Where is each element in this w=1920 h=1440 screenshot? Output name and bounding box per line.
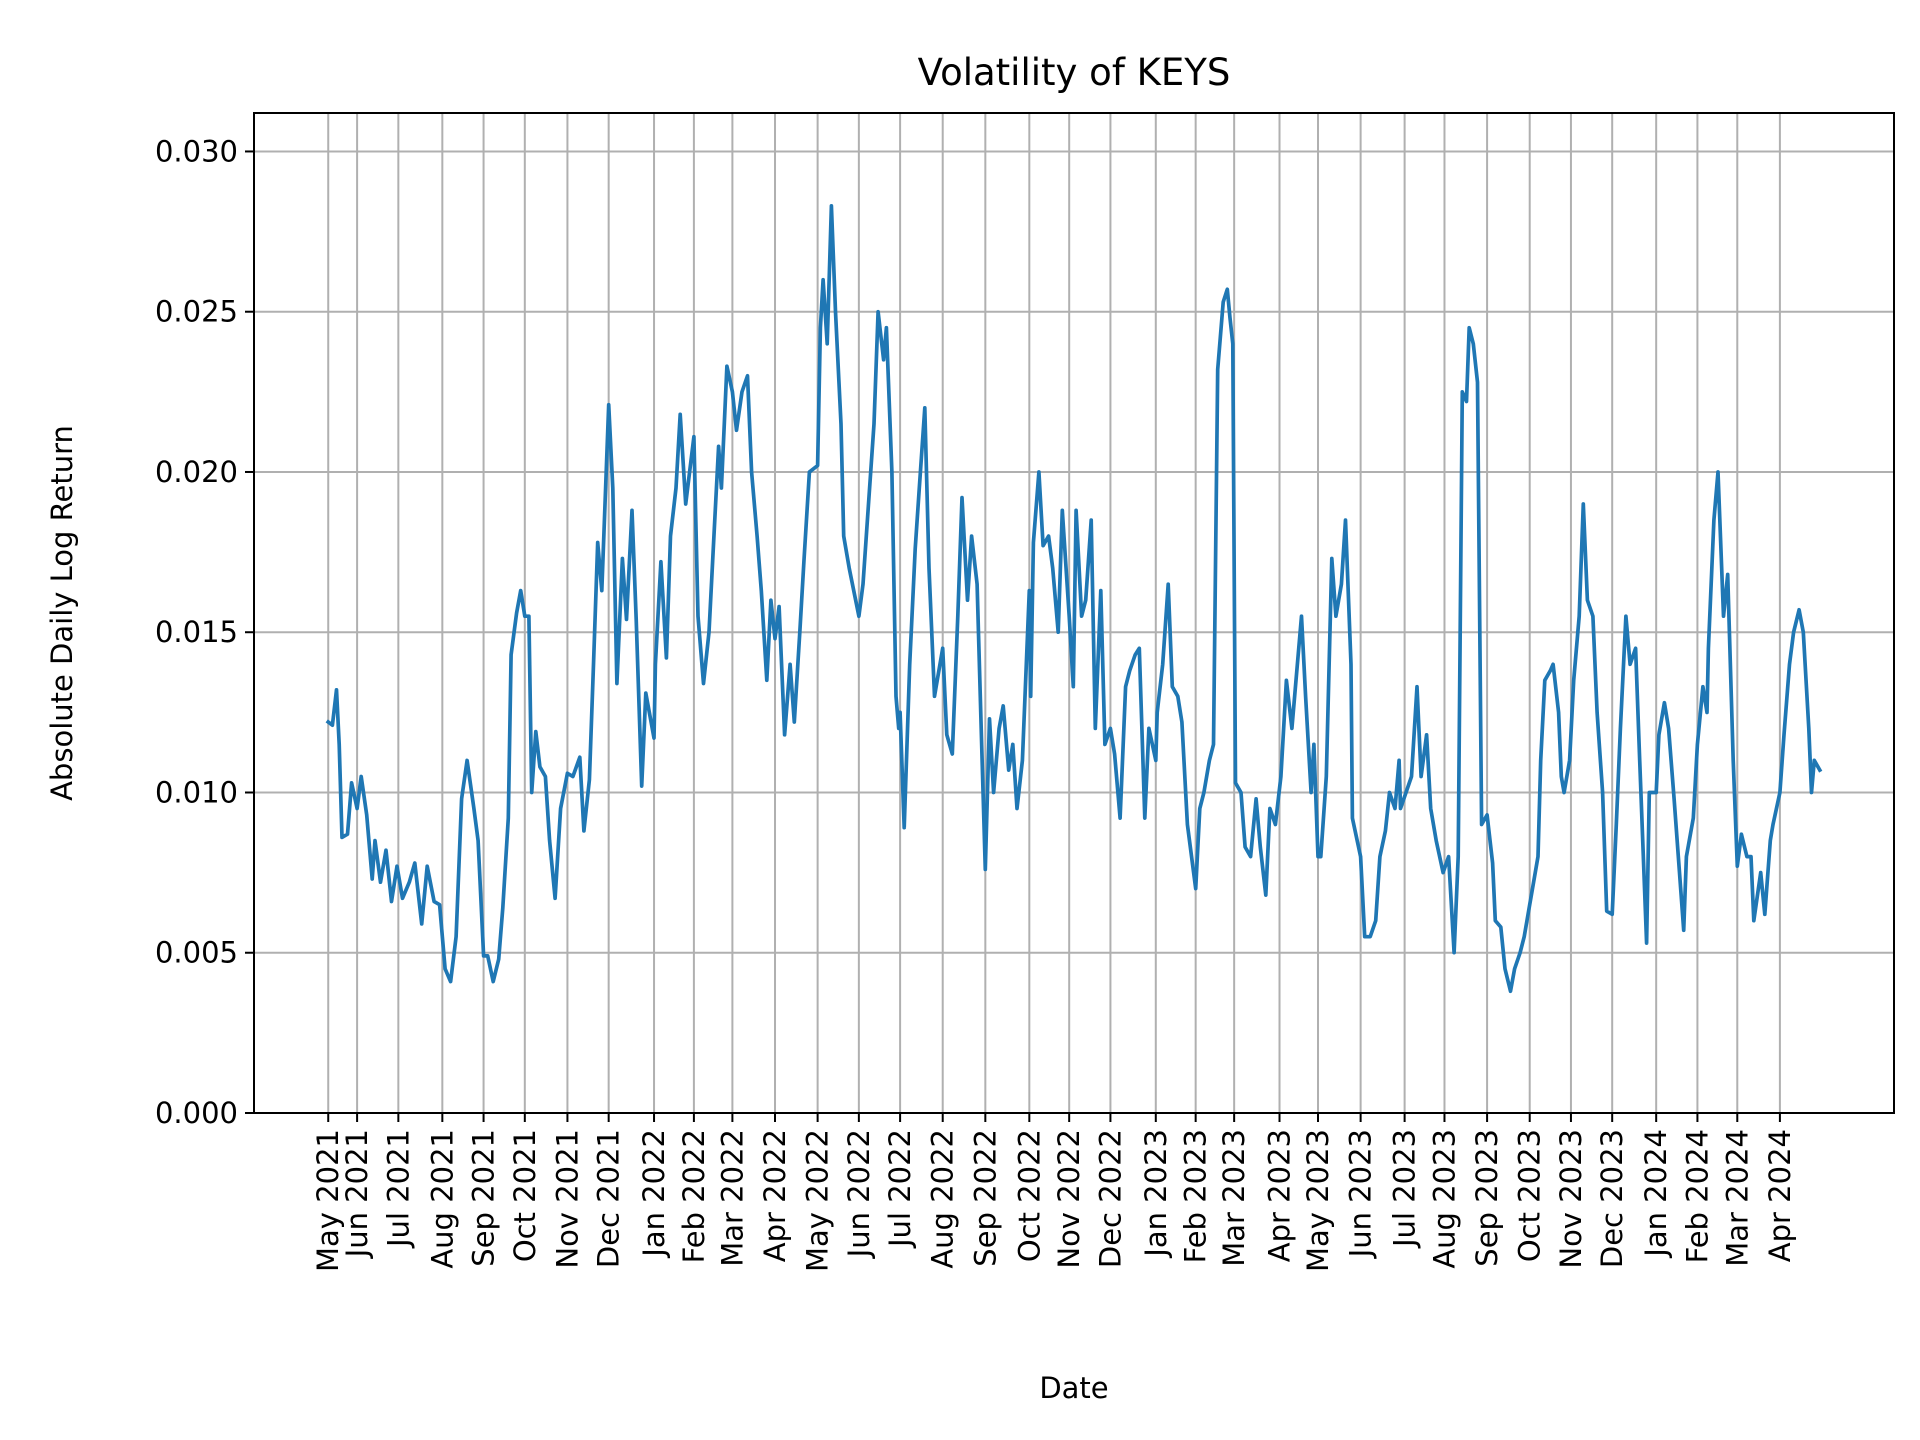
x-axis-label: Date: [1039, 1371, 1108, 1405]
x-tick-label: Apr 2024: [1763, 1129, 1797, 1262]
y-tick-label: 0.005: [155, 936, 238, 970]
x-tick-label: Jun 2023: [1344, 1129, 1378, 1259]
x-tick-label: Oct 2022: [1012, 1129, 1046, 1262]
x-tick-label: Aug 2023: [1427, 1129, 1461, 1269]
x-tick-label: Jan 2024: [1639, 1129, 1673, 1259]
x-tick-label: May 2022: [801, 1129, 835, 1272]
y-axis-label: Absolute Daily Log Return: [45, 425, 79, 801]
axes-frame: [253, 112, 1895, 1114]
x-tick-label: Jan 2023: [1139, 1129, 1173, 1259]
y-tick-label: 0.025: [155, 295, 238, 329]
x-tick-label: Nov 2023: [1554, 1129, 1588, 1269]
x-tick-label: Jun 2022: [842, 1129, 876, 1259]
y-tick-label: 0.010: [155, 775, 238, 809]
x-tick-label: Aug 2022: [926, 1129, 960, 1269]
x-tick-label: Jul 2022: [883, 1129, 917, 1249]
x-tick-label: Mar 2024: [1720, 1129, 1754, 1267]
x-tick-label: May 2021: [311, 1129, 345, 1272]
x-tick-label: Apr 2022: [758, 1129, 792, 1262]
series-layer: [325, 204, 1823, 994]
x-tick-label: Nov 2022: [1052, 1129, 1086, 1269]
chart-title: Volatility of KEYS: [918, 51, 1231, 94]
y-tick-label: 0.030: [155, 134, 238, 168]
x-tick-label: Apr 2023: [1263, 1129, 1297, 1262]
x-tick-label: Dec 2021: [592, 1129, 626, 1268]
y-tick-label: 0.000: [155, 1096, 238, 1130]
x-tick-label: Feb 2023: [1179, 1129, 1213, 1263]
x-tick-label: Sep 2022: [968, 1129, 1002, 1267]
x-tick-label: Oct 2021: [508, 1129, 542, 1262]
x-tick-label: Sep 2021: [467, 1129, 501, 1267]
x-tick-label: Dec 2023: [1595, 1129, 1629, 1268]
x-tick-label: Feb 2024: [1680, 1129, 1714, 1263]
y-tick-label: 0.020: [155, 455, 238, 489]
y-axis: 0.000 0.005 0.010 0.015 0.020 0.025 0.030: [155, 134, 254, 1130]
x-tick-label: Oct 2023: [1513, 1129, 1547, 1262]
x-tick-label: Nov 2021: [550, 1129, 584, 1269]
x-tick-label: Jun 2021: [340, 1129, 374, 1259]
y-tick-label: 0.015: [155, 615, 238, 649]
x-tick-label: Feb 2022: [677, 1129, 711, 1263]
x-tick-label: Sep 2023: [1470, 1129, 1504, 1267]
x-tick-label: Dec 2022: [1093, 1129, 1127, 1268]
x-tick-label: Mar 2022: [715, 1129, 749, 1267]
x-tick-label: Jul 2023: [1388, 1129, 1422, 1249]
volatility-line: [325, 204, 1823, 994]
x-tick-label: Jan 2022: [637, 1129, 671, 1259]
x-tick-label: Aug 2021: [425, 1129, 459, 1269]
x-tick-label: Jul 2021: [381, 1129, 415, 1249]
x-tick-label: Mar 2023: [1217, 1129, 1251, 1267]
x-tick-label: May 2023: [1301, 1129, 1335, 1272]
